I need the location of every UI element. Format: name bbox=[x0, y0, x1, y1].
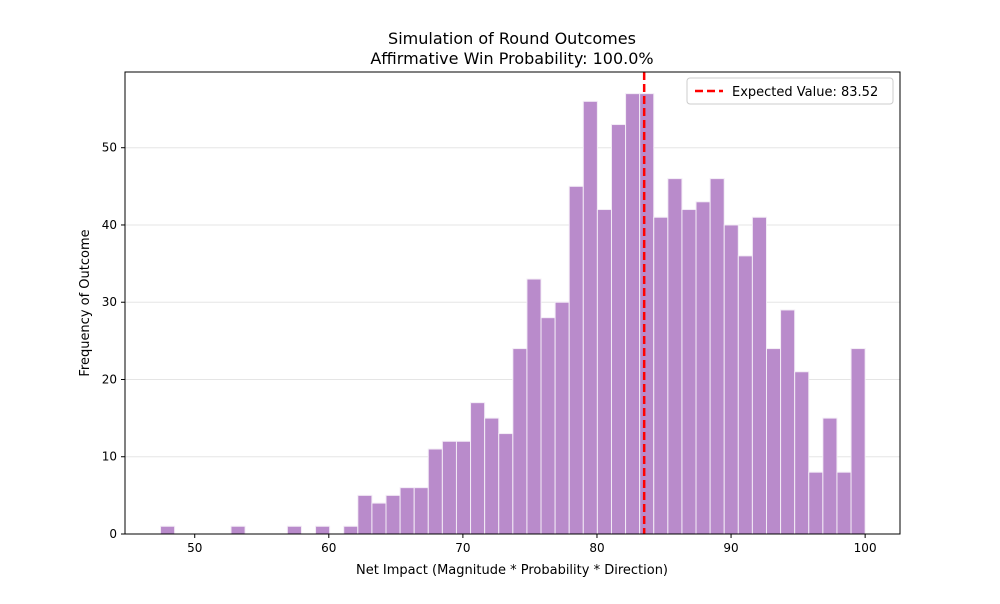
x-tick-label: 90 bbox=[723, 541, 738, 555]
y-tick-label: 30 bbox=[102, 295, 117, 309]
chart-title: Simulation of Round Outcomes bbox=[388, 29, 636, 48]
x-tick-label: 100 bbox=[854, 541, 877, 555]
legend-label: Expected Value: 83.52 bbox=[732, 85, 878, 100]
histogram-bar bbox=[850, 348, 866, 535]
histogram-bar bbox=[371, 502, 387, 535]
y-tick-label: 10 bbox=[102, 450, 117, 464]
chart-subtitle: Affirmative Win Probability: 100.0% bbox=[370, 49, 653, 68]
y-axis-label: Frequency of Outcome bbox=[78, 229, 93, 376]
histogram-bar bbox=[315, 525, 331, 535]
histogram-bar bbox=[653, 216, 669, 535]
histogram-bar bbox=[455, 440, 472, 535]
histogram-bar bbox=[441, 440, 457, 535]
histogram-bar bbox=[625, 93, 641, 535]
histogram-bar bbox=[160, 525, 176, 535]
histogram-bar bbox=[357, 494, 373, 535]
histogram-bar bbox=[385, 494, 401, 535]
histogram-bar bbox=[610, 124, 627, 535]
histogram-bar bbox=[695, 201, 711, 535]
histogram-bar bbox=[709, 178, 725, 535]
histogram-bar bbox=[836, 471, 852, 535]
histogram-bar bbox=[540, 317, 556, 535]
histogram-bar bbox=[723, 224, 739, 535]
histogram-bar bbox=[822, 417, 838, 535]
histogram-bar bbox=[667, 178, 683, 535]
axes-frame bbox=[124, 71, 901, 535]
y-tick-label: 40 bbox=[102, 218, 117, 232]
x-tick-label: 60 bbox=[321, 541, 336, 555]
histogram-bar bbox=[582, 100, 598, 535]
histogram-bar bbox=[470, 402, 486, 535]
histogram-bar bbox=[681, 209, 697, 535]
histogram-bar bbox=[484, 417, 500, 535]
histogram-bar bbox=[596, 209, 612, 535]
histogram-bar bbox=[808, 471, 824, 535]
histogram-bar bbox=[343, 525, 359, 535]
y-tick-label: 50 bbox=[102, 141, 117, 155]
histogram-bar bbox=[568, 185, 584, 535]
histogram-bar bbox=[554, 301, 570, 535]
histogram-bar bbox=[286, 525, 302, 535]
histogram-bar bbox=[794, 371, 810, 535]
legend-box bbox=[686, 77, 894, 105]
x-tick-label: 50 bbox=[187, 541, 202, 555]
y-tick-label: 20 bbox=[102, 372, 117, 386]
x-axis-ticks: 50 60 70 80 90 100 bbox=[187, 534, 877, 555]
histogram-bar bbox=[498, 433, 514, 535]
histogram-bar bbox=[780, 309, 796, 535]
histogram-bar bbox=[737, 255, 753, 535]
x-axis-label: Net Impact (Magnitude * Probability * Di… bbox=[356, 563, 668, 578]
histogram-bar bbox=[413, 487, 429, 535]
legend: Expected Value: 83.52 bbox=[686, 77, 894, 105]
histogram-bar bbox=[526, 278, 542, 535]
bars bbox=[160, 93, 866, 535]
x-tick-label: 80 bbox=[589, 541, 604, 555]
histogram-bar bbox=[512, 348, 528, 535]
y-axis-ticks: 0 10 20 30 40 50 bbox=[102, 141, 125, 541]
histogram-bar bbox=[230, 525, 246, 535]
histogram-bar bbox=[751, 216, 767, 535]
x-tick-label: 70 bbox=[455, 541, 470, 555]
histogram-bar bbox=[399, 487, 415, 535]
y-tick-label: 0 bbox=[109, 527, 117, 541]
histogram-bar bbox=[427, 448, 443, 535]
histogram-bar bbox=[639, 93, 655, 535]
histogram-bar bbox=[765, 348, 782, 535]
